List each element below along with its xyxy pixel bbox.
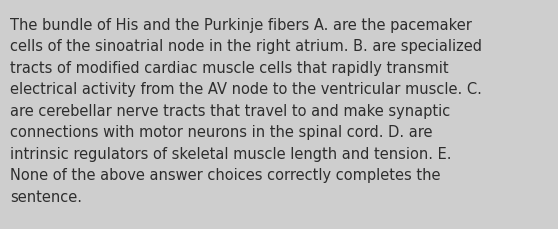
Text: tracts of modified cardiac muscle cells that rapidly transmit: tracts of modified cardiac muscle cells … bbox=[10, 61, 449, 76]
Text: connections with motor neurons in the spinal cord. D. are: connections with motor neurons in the sp… bbox=[10, 125, 432, 140]
Text: The bundle of His and the Purkinje fibers A. are the pacemaker: The bundle of His and the Purkinje fiber… bbox=[10, 18, 472, 33]
Text: cells of the sinoatrial node in the right atrium. B. are specialized: cells of the sinoatrial node in the righ… bbox=[10, 39, 482, 54]
Text: are cerebellar nerve tracts that travel to and make synaptic: are cerebellar nerve tracts that travel … bbox=[10, 104, 450, 118]
Text: sentence.: sentence. bbox=[10, 189, 82, 204]
Text: intrinsic regulators of skeletal muscle length and tension. E.: intrinsic regulators of skeletal muscle … bbox=[10, 146, 451, 161]
Text: electrical activity from the AV node to the ventricular muscle. C.: electrical activity from the AV node to … bbox=[10, 82, 482, 97]
Text: None of the above answer choices correctly completes the: None of the above answer choices correct… bbox=[10, 168, 440, 183]
